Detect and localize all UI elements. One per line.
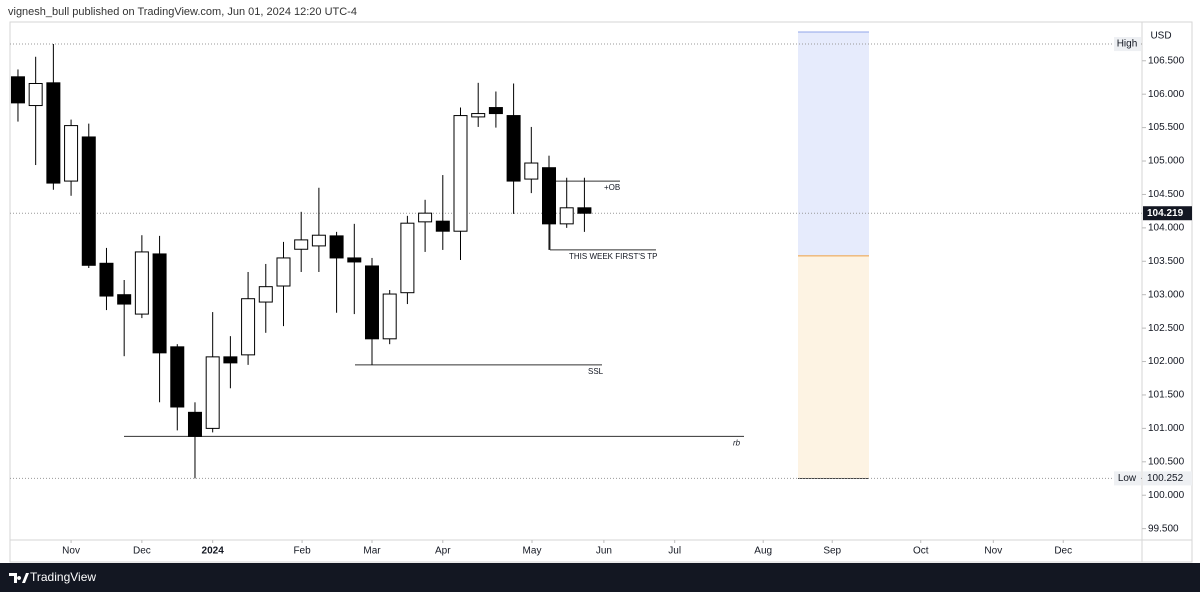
x-tick-label: Dec: [133, 546, 151, 557]
x-tick-label: Aug: [754, 546, 772, 557]
y-tick-label: 102.000: [1148, 356, 1185, 367]
candle-down: [187, 411, 202, 437]
candle-down: [488, 107, 503, 115]
y-tick-label: 100.000: [1148, 490, 1185, 501]
x-tick-label: Mar: [363, 546, 381, 557]
candle-down: [117, 294, 132, 305]
last-price-tag: [1143, 206, 1192, 221]
low-price: 100.252: [1147, 473, 1184, 484]
x-tick-label: May: [523, 546, 542, 557]
x-tick-label: Jul: [668, 546, 681, 557]
annotation-label: THIS WEEK FIRST'S TP: [569, 252, 658, 261]
candle-down: [10, 76, 25, 104]
low-label: Low: [1118, 473, 1137, 484]
position-stop: [798, 255, 869, 479]
y-tick-label: 103.500: [1148, 256, 1185, 267]
candle-down: [99, 262, 114, 297]
x-tick-label: Apr: [435, 546, 451, 557]
candle-down: [577, 207, 592, 214]
y-tick-label: 101.500: [1148, 390, 1185, 401]
candle-down: [435, 220, 450, 232]
x-tick-label: 2024: [202, 546, 225, 557]
candle-down: [347, 257, 362, 263]
high-label: High: [1117, 39, 1138, 50]
candle-down: [364, 265, 379, 340]
candle-down: [46, 82, 61, 184]
high-tag: [1114, 37, 1141, 52]
candle-up: [64, 125, 79, 182]
candle-up: [471, 113, 486, 118]
footer-brand: TradingView: [30, 570, 96, 584]
y-tick-label: 99.500: [1148, 523, 1179, 534]
candle-up: [294, 239, 309, 250]
candle-up: [524, 162, 539, 180]
candle-up: [276, 257, 291, 287]
x-tick-label: Nov: [62, 546, 80, 557]
y-tick-label: 106.500: [1148, 55, 1185, 66]
position-target: [798, 32, 869, 256]
frame: [9, 21, 1193, 563]
candle-up: [400, 222, 415, 294]
x-tick-label: Nov: [984, 546, 1002, 557]
candle-down: [81, 136, 96, 266]
y-tick-label: 101.000: [1148, 423, 1185, 434]
y-tick-label: 105.500: [1148, 122, 1185, 133]
candle-up: [258, 286, 273, 303]
candle-up: [241, 298, 256, 356]
annotation-label: +OB: [604, 183, 620, 192]
x-tick-label: Feb: [293, 546, 311, 557]
y-tick-label: 106.000: [1148, 89, 1185, 100]
annotation-label: SSL: [588, 367, 604, 376]
x-tick-label: Dec: [1054, 546, 1072, 557]
candle-up: [28, 82, 43, 107]
x-tick-label: Jun: [596, 546, 612, 557]
header: vignesh_bull published on TradingView.co…: [8, 6, 357, 18]
low-price-tag: [1143, 471, 1192, 486]
candle-up: [382, 293, 397, 340]
logo: [9, 573, 29, 583]
candle-up: [311, 234, 326, 247]
candle-up: [559, 207, 574, 225]
footer-bar: [0, 563, 1200, 592]
currency: USD: [1150, 31, 1171, 42]
candle-down: [223, 356, 238, 364]
x-tick-label: Oct: [913, 546, 929, 557]
y-tick-label: 100.500: [1148, 456, 1185, 467]
x-tick-label: Sep: [823, 546, 841, 557]
candle-down: [542, 167, 557, 225]
candle-down: [506, 115, 521, 182]
candle-down: [170, 346, 185, 408]
y-tick-label: 105.000: [1148, 156, 1185, 167]
last-price-label: 104.219: [1147, 208, 1184, 219]
y-tick-label: 104.000: [1148, 223, 1185, 234]
candle-up: [453, 115, 468, 232]
candle-down: [329, 235, 344, 259]
candle-up: [418, 212, 433, 223]
y-tick-label: 104.500: [1148, 189, 1185, 200]
candle-up: [134, 251, 149, 315]
y-tick-label: 102.500: [1148, 323, 1185, 334]
candle-down: [152, 253, 167, 354]
low-tag: [1114, 471, 1141, 486]
candle-up: [205, 356, 220, 429]
annotation-label: rb: [733, 439, 741, 448]
y-tick-label: 103.000: [1148, 289, 1185, 300]
